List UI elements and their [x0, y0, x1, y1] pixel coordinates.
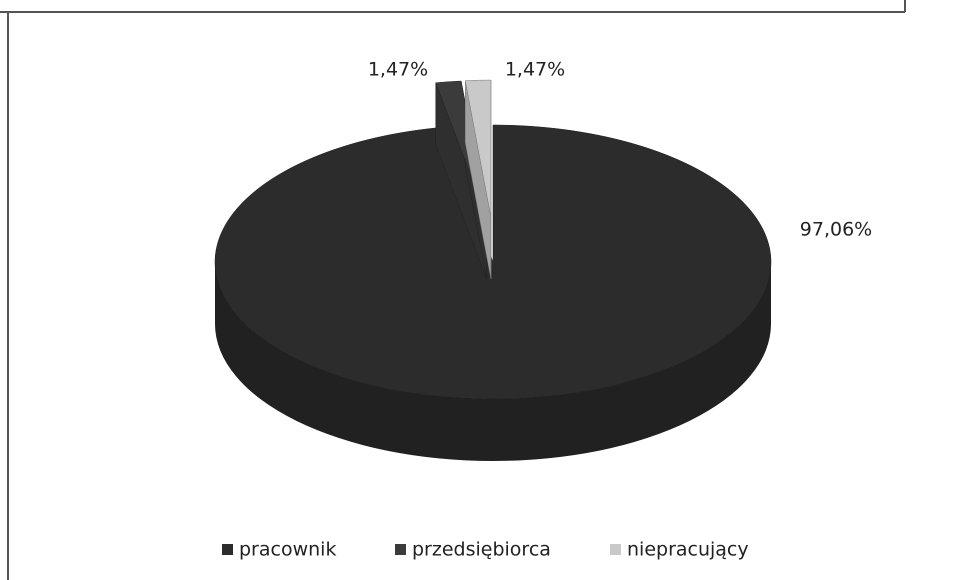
legend-label: niepracujący — [627, 539, 749, 561]
legend-swatch — [222, 544, 233, 555]
legend-swatch — [395, 544, 406, 555]
value-label: 1,47% — [505, 59, 565, 81]
slice — [214, 124, 772, 400]
pie — [214, 79, 772, 461]
value-label: 97,06% — [800, 219, 872, 241]
value-labels: 97,06% 1,47% 1,47% — [368, 59, 872, 241]
slice — [464, 79, 492, 218]
legend-label: przedsiębiorca — [412, 539, 551, 561]
slice-side — [215, 262, 771, 461]
legend-label: pracownik — [239, 539, 336, 561]
value-label: 1,47% — [368, 59, 428, 81]
legend-swatch — [610, 544, 621, 555]
legend: pracownik przedsiębiorca niepracujący — [222, 539, 749, 561]
